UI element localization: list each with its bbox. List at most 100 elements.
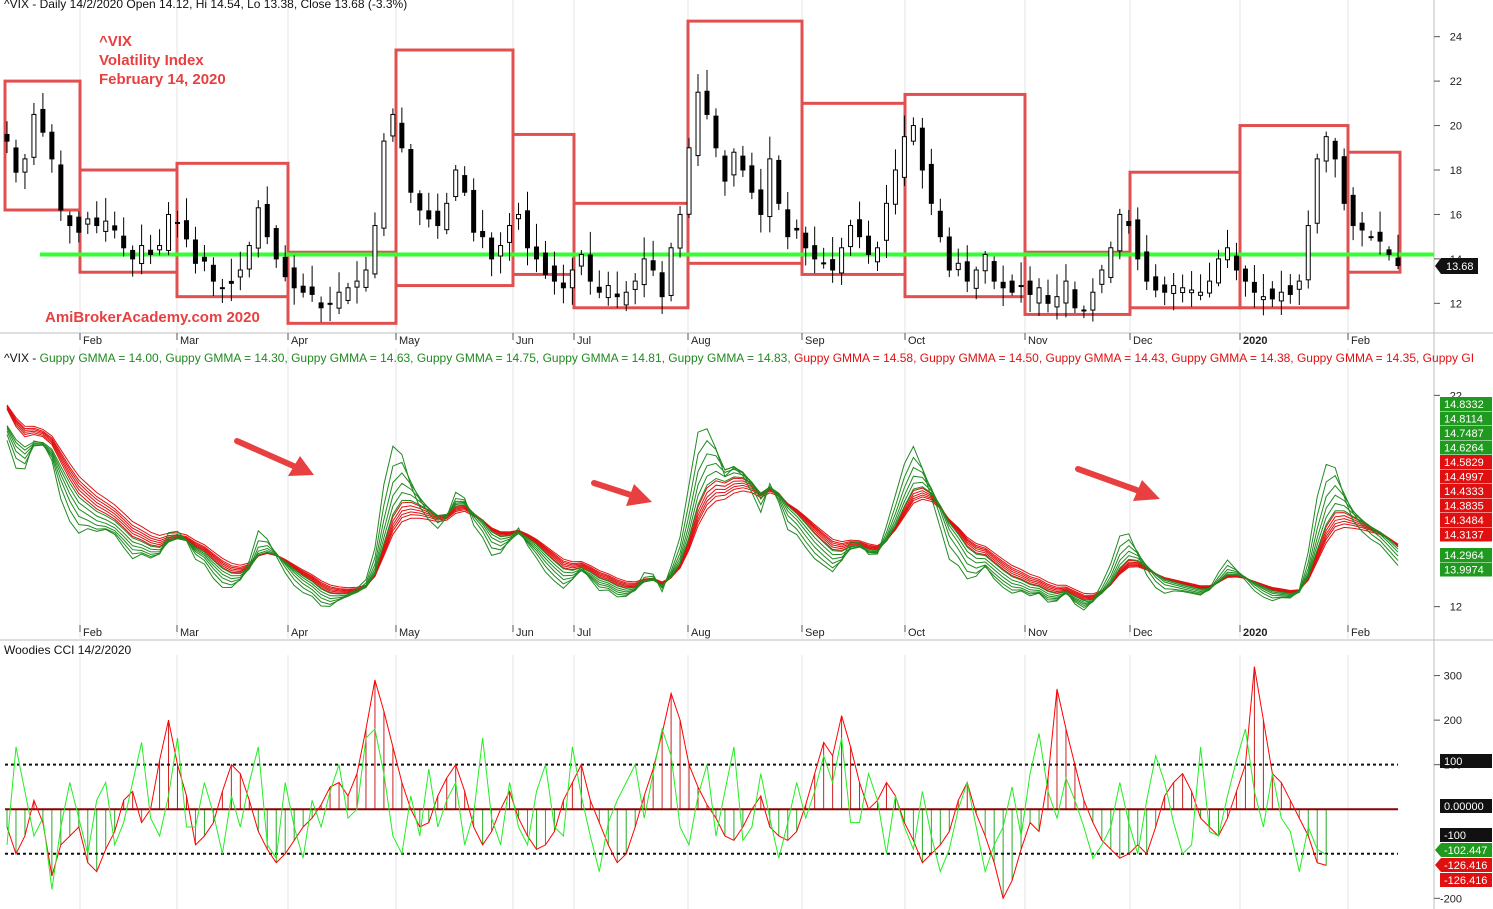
- candle-body: [49, 131, 55, 160]
- candle: [282, 245, 288, 282]
- candle: [785, 192, 791, 250]
- candle: [192, 226, 198, 274]
- month-range-box: [1346, 150, 1402, 274]
- candle: [255, 200, 261, 258]
- candle: [1000, 265, 1006, 307]
- candle-body: [919, 127, 925, 171]
- candle: [1171, 273, 1177, 311]
- gmma-long-value-bg: [1440, 513, 1492, 527]
- candle-body: [533, 246, 539, 260]
- x-tick-label: Sep: [805, 335, 825, 347]
- candle-body: [1216, 258, 1222, 284]
- candle: [695, 74, 701, 167]
- candle: [919, 117, 925, 189]
- candle: [740, 145, 746, 177]
- candle: [686, 137, 692, 219]
- candle-body: [1242, 268, 1248, 282]
- candle: [1189, 271, 1195, 307]
- x-tick-label: Mar: [180, 335, 199, 347]
- gmma-long-value: 14.3835: [1444, 501, 1484, 513]
- gmma-long-value: 14.3484: [1444, 515, 1484, 527]
- cci-panel: -200 100 200 300 100 0.00000 -100 -102.447 -126…: [4, 640, 1492, 909]
- candle-body: [1251, 281, 1257, 293]
- candle-body: [704, 90, 710, 115]
- price-y-axis: 12141618202224: [1434, 32, 1462, 310]
- candle: [291, 255, 297, 305]
- candle: [731, 148, 737, 187]
- candle-body: [731, 151, 737, 176]
- candle: [1242, 265, 1248, 297]
- candle: [1332, 137, 1338, 178]
- candle-body: [489, 237, 495, 260]
- gmma-short-value: 14.6264: [1444, 443, 1484, 455]
- candle-body: [282, 256, 288, 278]
- candle: [40, 92, 46, 137]
- candle-body: [1126, 221, 1132, 227]
- y-tick-label: 18: [1450, 165, 1462, 177]
- candle: [399, 107, 405, 153]
- candle: [273, 225, 279, 268]
- cci-header: Woodies CCI 14/2/2020: [4, 643, 132, 657]
- gmma-value-badges: 14.8332 14.8114 14.7487 14.6264 14.5829 14.49…: [1440, 397, 1492, 577]
- gmma-short-line: [6, 428, 1399, 605]
- gmma-short-line: [6, 426, 1399, 603]
- candle: [309, 265, 315, 302]
- price-header: ^VIX - Daily 14/2/2020 Open 14.12, Hi 14…: [4, 0, 407, 11]
- candle: [31, 102, 37, 166]
- candle: [300, 273, 306, 298]
- candle: [803, 226, 809, 266]
- candle-body: [1323, 136, 1329, 162]
- candle-body: [883, 202, 889, 241]
- candle-body: [1171, 285, 1177, 294]
- candle-body: [121, 235, 127, 249]
- candle: [1153, 264, 1159, 298]
- candle: [58, 150, 64, 221]
- candle: [22, 153, 28, 190]
- candle-body: [605, 285, 611, 299]
- candle: [1368, 230, 1374, 241]
- y-tick-label: 12: [1450, 602, 1462, 614]
- candle-body: [201, 256, 207, 262]
- candle-body: [273, 228, 279, 260]
- x-tick-label: Jul: [577, 627, 591, 639]
- candle: [1162, 276, 1168, 306]
- candle-body: [264, 203, 270, 238]
- x-tick-label: Jul: [577, 335, 591, 347]
- candle-body: [300, 285, 306, 293]
- candle: [1323, 131, 1329, 173]
- candle: [139, 224, 145, 275]
- candle: [166, 202, 172, 256]
- candle: [1036, 278, 1042, 316]
- candle-body: [821, 262, 827, 265]
- price-x-axis: Feb Mar Apr May Jun Jul Aug Sep Oct Nov Dec 2020 Feb: [79, 333, 1370, 347]
- x-tick-label: 2020: [1243, 627, 1267, 639]
- candle-body: [1072, 289, 1078, 309]
- candle: [1126, 209, 1132, 234]
- candle-body: [758, 189, 764, 215]
- candle-body: [94, 217, 100, 227]
- candle-body: [1117, 213, 1123, 252]
- cci-value-badge-bg: [1435, 858, 1492, 872]
- price-panel: 12141618202224 FebMarAprMayJunJulAugSepO…: [0, 0, 1493, 347]
- candle-body: [444, 202, 450, 231]
- candle: [1386, 246, 1392, 261]
- candle: [704, 69, 710, 120]
- candle-body: [1063, 280, 1069, 304]
- gmma-short-value-bg: [1440, 562, 1492, 577]
- candle-body: [1314, 158, 1320, 224]
- candle: [1296, 274, 1302, 305]
- arrow-annotation: [591, 480, 652, 506]
- candle-body: [569, 269, 575, 289]
- candle-body: [309, 286, 315, 295]
- candle: [1045, 279, 1051, 313]
- gmma-long-value: 14.4997: [1444, 472, 1484, 484]
- candle: [605, 271, 611, 306]
- candle: [1072, 281, 1078, 314]
- gmma-header-long: Guppy GMMA = 14.58, Guppy GMMA = 14.50, …: [794, 351, 1474, 365]
- candle: [587, 231, 593, 295]
- candle-body: [874, 247, 880, 263]
- candle: [1216, 249, 1222, 287]
- candle: [363, 256, 369, 292]
- candle-body: [1081, 309, 1087, 312]
- candle: [49, 124, 55, 173]
